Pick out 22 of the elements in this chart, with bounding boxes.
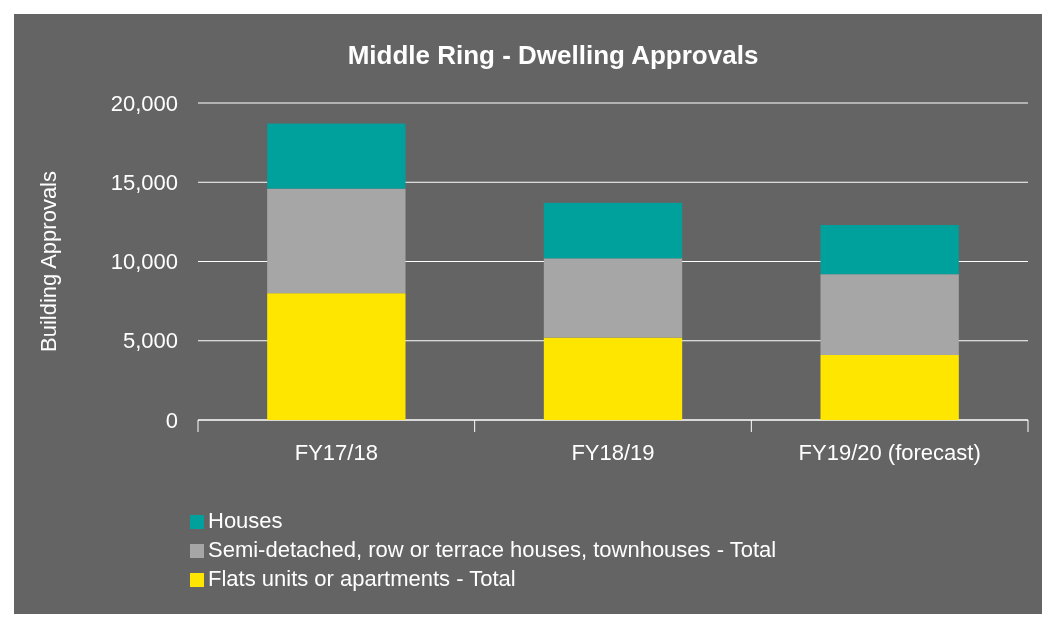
x-tick-label: FY18/19 xyxy=(571,440,655,465)
y-axis-title: Building Approvals xyxy=(36,170,61,353)
bar xyxy=(543,337,683,420)
x-tick-label: FY19/20 (forecast) xyxy=(798,440,981,465)
bar xyxy=(267,123,406,189)
x-tick-label: FY17/18 xyxy=(294,440,378,465)
y-tick-label: 20,000 xyxy=(110,90,178,116)
bar xyxy=(267,188,406,294)
bar xyxy=(543,258,683,338)
y-tick-label: 5,000 xyxy=(122,328,178,354)
legend-label: Flats units or apartments - Total xyxy=(208,566,516,591)
bar xyxy=(820,355,959,420)
legend-label: Semi-detached, row or terrace houses, townhouses - Total xyxy=(208,537,777,562)
legend-label: Houses xyxy=(208,508,283,533)
bar xyxy=(543,202,683,259)
y-tick-label: 0 xyxy=(165,407,178,433)
y-tick-label: 15,000 xyxy=(110,169,178,195)
y-tick-label: 10,000 xyxy=(110,249,178,275)
bar xyxy=(820,225,959,275)
bar xyxy=(820,274,959,356)
chart-title: Middle Ring - Dwelling Approvals xyxy=(347,40,759,70)
bar xyxy=(267,293,406,420)
